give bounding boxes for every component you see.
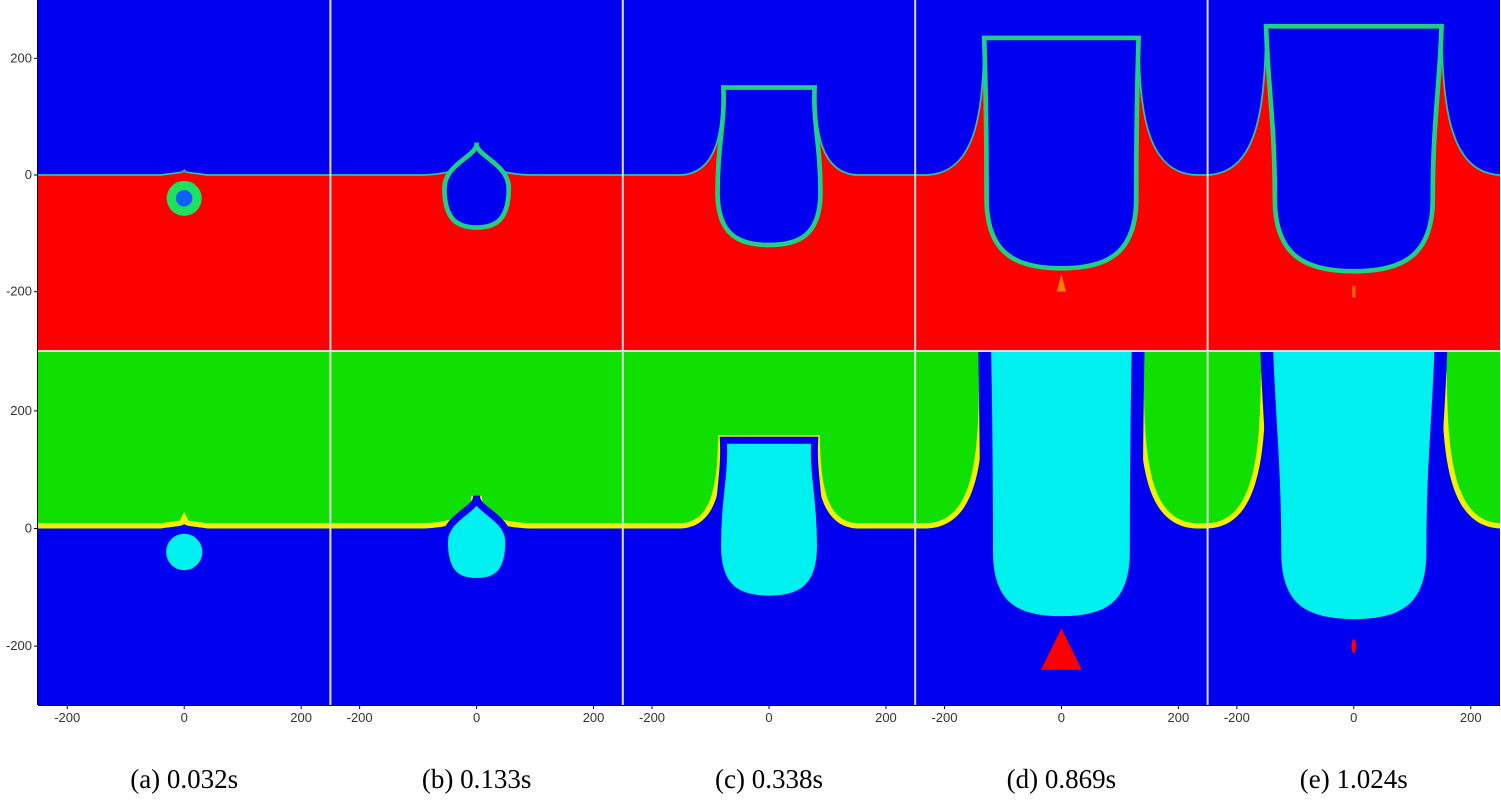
cavity <box>715 85 823 248</box>
field <box>915 352 1208 705</box>
cavity <box>981 35 1142 271</box>
field <box>330 142 623 350</box>
panel-caption: (c) 0.338s <box>715 764 823 794</box>
field <box>38 168 331 350</box>
x-tick-label: 200 <box>1460 710 1482 725</box>
x-tick-label: -200 <box>931 710 957 725</box>
field-panel <box>622 352 916 705</box>
bubble <box>166 533 203 571</box>
x-tick-label: -200 <box>54 710 80 725</box>
panel-caption: (e) 1.024s <box>1300 764 1408 794</box>
field-panel <box>1207 352 1500 705</box>
field-panel <box>915 352 1208 705</box>
x-tick-label: -200 <box>639 710 665 725</box>
field <box>1207 23 1500 350</box>
field <box>915 35 1208 350</box>
panel-caption: (a) 0.032s <box>130 764 238 794</box>
y-tick-label: 200 <box>10 50 32 65</box>
liquid-region <box>330 496 623 705</box>
cavity <box>1260 352 1448 633</box>
field-panel <box>330 0 623 350</box>
jet <box>1352 285 1356 298</box>
field <box>622 434 916 705</box>
panel-caption: (b) 0.133s <box>422 764 532 794</box>
y-tick-label: -200 <box>6 284 32 299</box>
cavity <box>440 495 513 585</box>
x-tick-label: -200 <box>347 710 373 725</box>
cavity <box>714 436 824 603</box>
field <box>38 511 331 705</box>
x-tick-label: 0 <box>181 710 188 725</box>
y-tick-label: 0 <box>25 167 32 182</box>
cavity <box>1263 23 1444 274</box>
y-tick-label: 0 <box>25 521 32 536</box>
field <box>1207 352 1500 705</box>
x-tick-label: 0 <box>765 710 772 725</box>
panel-caption: (d) 0.869s <box>1007 764 1117 794</box>
jet <box>1056 274 1067 292</box>
field-panel <box>1207 0 1500 350</box>
field-panel <box>330 352 623 705</box>
y-tick-label: 200 <box>10 403 32 418</box>
x-tick-label: 200 <box>583 710 605 725</box>
liquid-region <box>38 168 331 350</box>
cavity <box>442 142 512 230</box>
x-tick-label: 0 <box>1350 710 1357 725</box>
jet <box>1351 639 1357 654</box>
jet <box>1040 628 1082 670</box>
field <box>622 85 916 350</box>
y-tick-label: -200 <box>6 638 32 653</box>
x-tick-label: 200 <box>1168 710 1190 725</box>
field-panel <box>622 0 916 350</box>
x-tick-label: 200 <box>290 710 312 725</box>
field-panel <box>38 0 331 350</box>
field-panel <box>38 352 331 705</box>
x-tick-label: 0 <box>1058 710 1065 725</box>
field <box>330 495 623 705</box>
field-panel <box>915 0 1208 350</box>
x-tick-label: 0 <box>473 710 480 725</box>
liquid-region <box>38 523 331 705</box>
bubble-core <box>176 190 193 207</box>
cavity <box>978 352 1145 630</box>
x-tick-label: 200 <box>875 710 897 725</box>
x-tick-label: -200 <box>1224 710 1250 725</box>
